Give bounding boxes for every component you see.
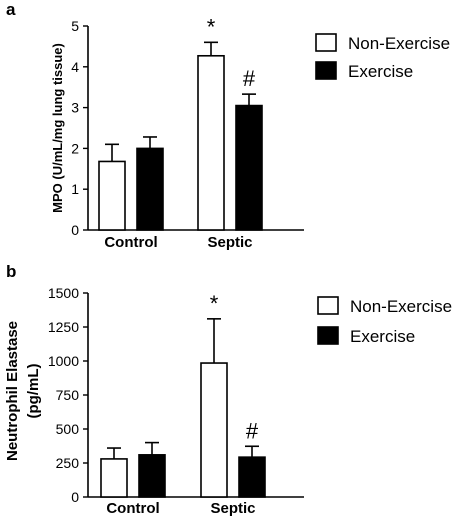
y-tick-label: 1000 (48, 353, 79, 369)
legend-swatch (315, 33, 337, 52)
y-tick-label: 250 (56, 455, 80, 471)
bar (98, 160, 126, 231)
y-tick-label: 5 (71, 18, 79, 34)
panel-a: a 0 1 2 3 4 5 MPO (U/mL/mg lung tissue) * # Contr… (6, 0, 450, 251)
legend-swatch (317, 296, 339, 315)
y-axis-label: Neutrophil Elastase (pg/mL) (4, 321, 42, 461)
y-tick-label: 1 (71, 181, 79, 197)
y-tick-label: 0 (71, 222, 79, 238)
y-tick-label: 750 (56, 387, 80, 403)
bar (100, 458, 128, 498)
bar (197, 54, 225, 231)
significance-annotation: * (210, 291, 219, 316)
y-tick-label: 3 (71, 100, 79, 116)
bar (238, 456, 266, 498)
bar (138, 454, 166, 498)
bar (235, 104, 263, 231)
significance-annotation: # (246, 418, 259, 443)
y-tick-label: 4 (71, 59, 79, 75)
panel-label: b (6, 262, 16, 281)
legend-label: Non-Exercise (350, 297, 452, 316)
x-category-label: Septic (207, 234, 252, 251)
y-tick-label: 1500 (48, 285, 79, 301)
y-tick-label: 0 (71, 489, 79, 505)
legend-label: Exercise (348, 62, 413, 81)
y-tick-label: 1250 (48, 319, 79, 335)
x-category-label: Control (104, 234, 157, 251)
legend-label: Exercise (350, 327, 415, 346)
legend-label: Non-Exercise (348, 34, 450, 53)
significance-annotation: # (243, 66, 256, 91)
y-tick-label: 500 (56, 421, 80, 437)
y-axis-label-line: (pg/mL) (25, 364, 42, 419)
y-tick-label: 2 (71, 140, 79, 156)
y-axis-label: MPO (U/mL/mg lung tissue) (50, 43, 65, 213)
x-category-label: Septic (210, 500, 255, 517)
bar (136, 147, 164, 231)
significance-annotation: * (207, 14, 216, 39)
legend-swatch (317, 326, 339, 345)
panel-label: a (6, 0, 16, 19)
y-axis-label-line: Neutrophil Elastase (4, 321, 21, 461)
x-category-label: Control (106, 500, 159, 517)
bar (200, 362, 228, 498)
panel-b: b 0 250 500 750 1000 1250 1500 Neutrophil Elast… (4, 262, 452, 517)
legend-swatch (315, 61, 337, 80)
